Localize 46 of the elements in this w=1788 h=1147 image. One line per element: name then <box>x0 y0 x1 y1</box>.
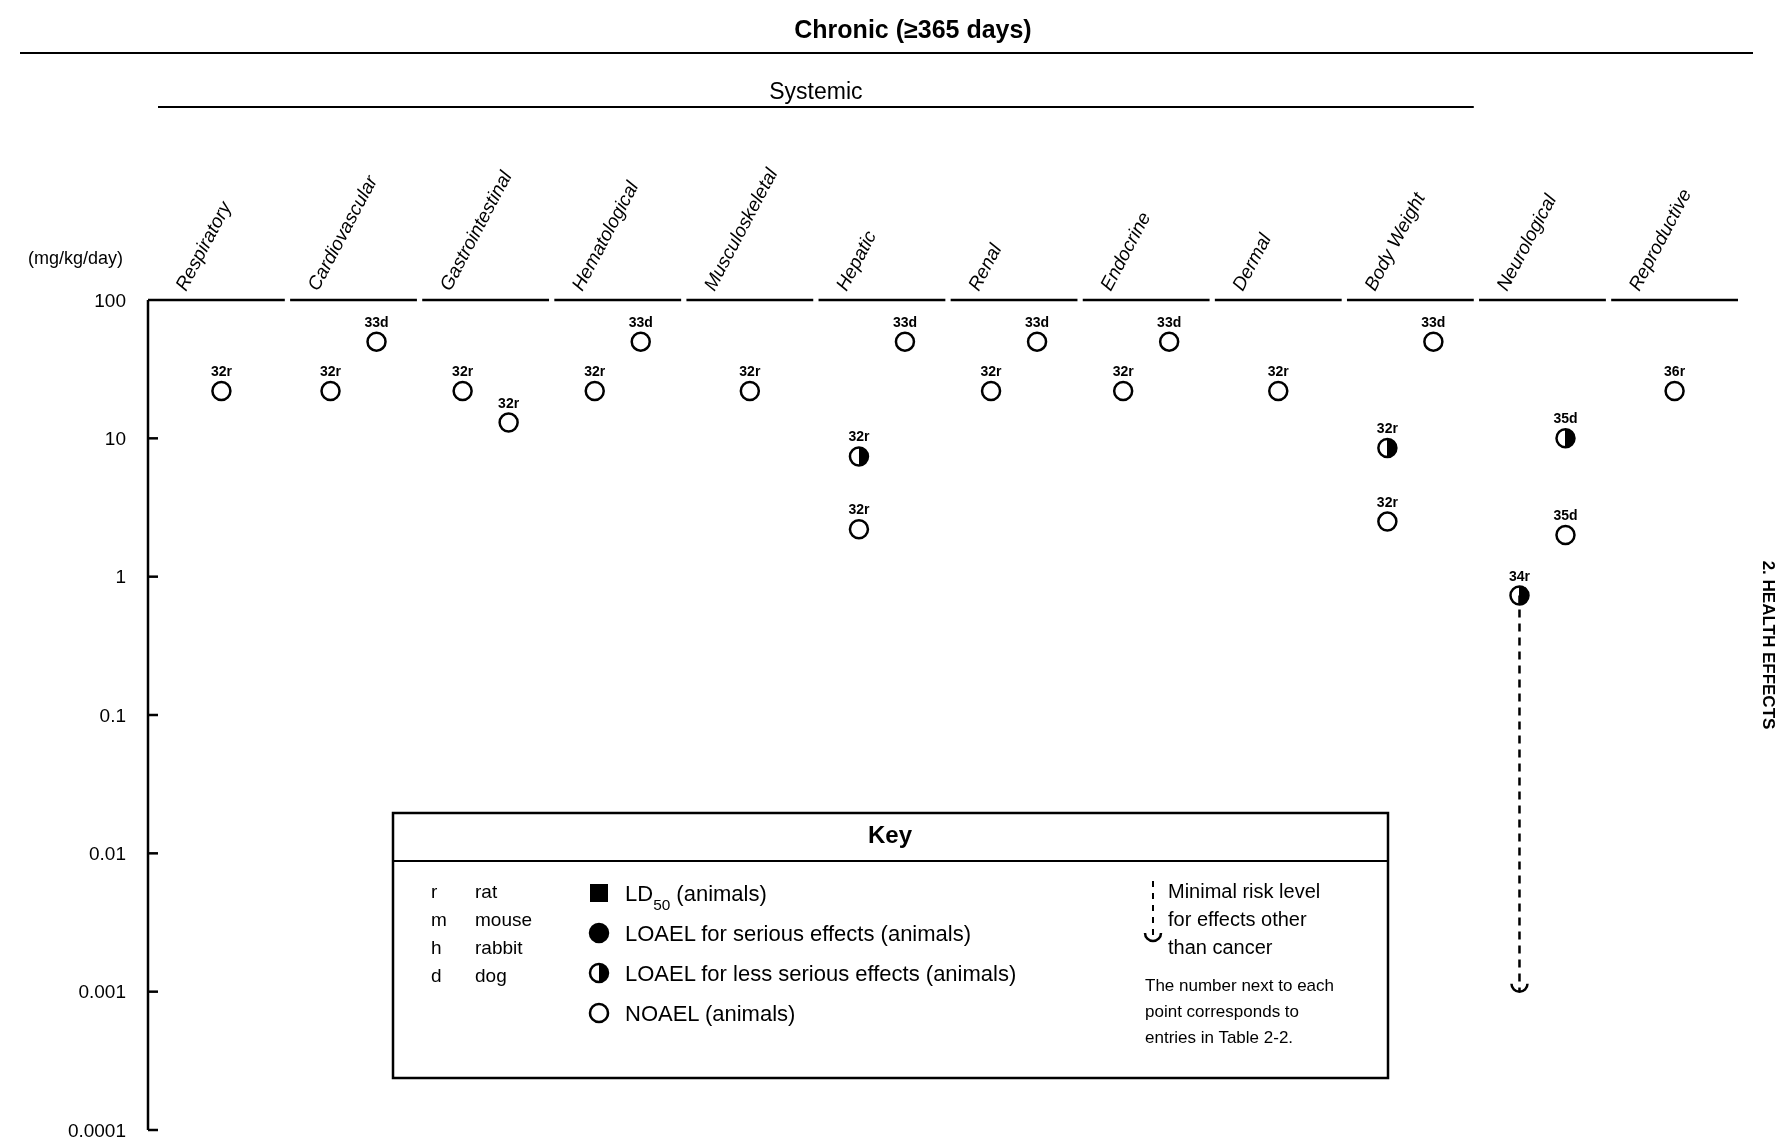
y-tick-label: 0.001 <box>78 981 126 1003</box>
annotation: 32r <box>210 362 233 379</box>
y-tick-label: 10 <box>104 427 126 449</box>
y-axis-title: (mg/kg/day) <box>28 248 124 268</box>
annotation: The number next to each point corresponds to entries in Table 2-2. <box>1145 976 1335 1047</box>
annotation: 36r <box>1664 362 1686 379</box>
annotation: 35d <box>1553 410 1578 427</box>
annotation: LD$_{50}$ (animals) <box>625 880 767 913</box>
annotation: 32r <box>1112 362 1135 379</box>
text: Systemic <box>769 78 863 104</box>
text: r rat <box>431 881 498 902</box>
text: d dog <box>431 965 507 986</box>
annotation: 32r <box>848 501 870 518</box>
annotation: 32r <box>1376 493 1399 510</box>
annotation: 33d <box>364 313 389 330</box>
text: 2. HEALTH EFFECTS <box>1759 560 1778 730</box>
y-tick-label: 0.01 <box>89 842 126 864</box>
annotation: 33d <box>1157 313 1182 330</box>
annotation: LOAEL for serious effects (animals) <box>625 920 972 946</box>
legend-label: NOAEL (animals) <box>625 1000 796 1026</box>
legend-label: LOAEL for less serious effects (animals) <box>625 960 1017 986</box>
legend-title: Key <box>867 821 913 848</box>
annotation: 32r <box>980 362 1003 379</box>
annotation: Minimal risk level for effects other than cancer <box>1168 880 1321 958</box>
chart-title: Chronic (≥365 days) <box>794 15 1032 43</box>
y-tick-label: 0.0001 <box>67 1119 126 1141</box>
annotation: 34r <box>1508 567 1531 584</box>
annotation: 33d <box>892 313 918 330</box>
annotation: 32r <box>1267 362 1290 379</box>
text: h rabbit <box>431 937 523 958</box>
y-tick-label: 1 <box>115 566 126 588</box>
text: m mouse <box>431 909 533 930</box>
annotation: 32r <box>848 428 870 445</box>
annotation: 32r <box>739 362 761 379</box>
annotation: 32r <box>584 362 606 379</box>
y-tick-label: 100 <box>94 289 126 311</box>
x-tick-label: Renal <box>963 239 1006 294</box>
annotation: 32r <box>1376 420 1399 437</box>
annotation: 32r <box>452 362 474 379</box>
annotation: 33d <box>628 313 653 330</box>
annotation: 33d <box>1024 313 1050 330</box>
annotation: 33d <box>1421 313 1446 330</box>
annotation: 32r <box>320 362 342 379</box>
y-tick-label: 0.1 <box>99 704 126 726</box>
annotation: 32r <box>498 394 520 411</box>
annotation: 35d <box>1553 507 1578 524</box>
